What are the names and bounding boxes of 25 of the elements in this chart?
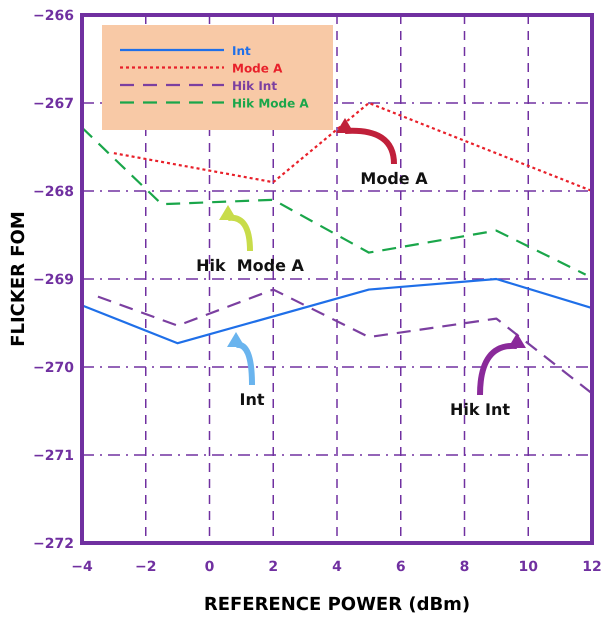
y-tick-label: −266 <box>33 8 74 24</box>
y-tick-label: −272 <box>33 536 74 552</box>
y-tick-label: −269 <box>33 272 74 288</box>
x-axis-title: REFERENCE POWER (dBm) <box>204 594 470 615</box>
x-tick-label: 6 <box>396 559 406 575</box>
x-tick-label: 0 <box>204 559 215 575</box>
annotation: Hik Int <box>450 400 510 419</box>
annotation: Hik Mode A <box>196 256 305 275</box>
text: Mode A <box>232 62 284 76</box>
x-tick-label: −4 <box>71 559 93 575</box>
x-tick-label: 12 <box>582 559 602 575</box>
x-tick-label: 10 <box>518 559 538 575</box>
x-tick-label: −2 <box>135 559 156 575</box>
x-tick-label: 8 <box>460 559 470 575</box>
x-tick-label: 2 <box>268 559 278 575</box>
y-tick-label: −268 <box>33 184 74 200</box>
text: Int <box>232 44 252 58</box>
y-tick-label: −267 <box>33 96 74 112</box>
x-tick-label: 4 <box>332 559 342 575</box>
y-tick-label: −270 <box>33 360 74 376</box>
annotation: Int <box>240 390 265 409</box>
text: Hik Int <box>232 79 278 93</box>
y-tick-label: −271 <box>33 448 74 464</box>
y-axis-title: FLICKER FOM <box>8 211 29 347</box>
text: Hik Mode A <box>232 96 310 110</box>
